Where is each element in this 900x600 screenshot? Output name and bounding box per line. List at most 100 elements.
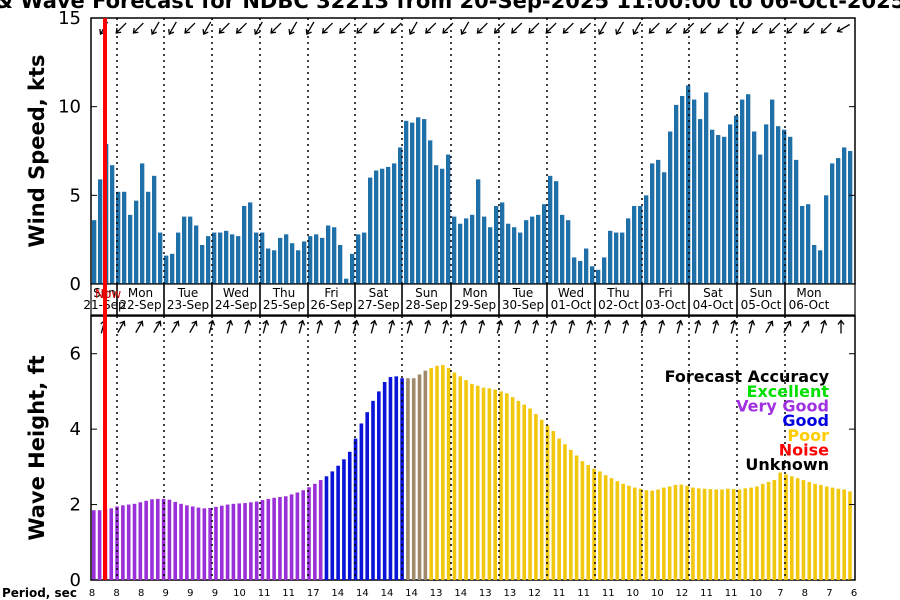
wind-bar — [374, 170, 379, 284]
wind-bar — [110, 165, 115, 284]
wind-bar — [488, 227, 493, 284]
period-value: 17 — [307, 588, 320, 599]
wave-bar — [342, 459, 346, 580]
wave-bar — [673, 484, 678, 580]
period-value: 14 — [454, 588, 467, 599]
day-name-label: Mon — [128, 286, 153, 300]
day-name-label: Fri — [658, 286, 672, 300]
wave-direction-arrow — [712, 319, 720, 334]
wind-bar — [536, 214, 541, 284]
wave-bar — [708, 489, 713, 580]
legend-item-poor: Poor — [787, 426, 829, 445]
wind-bar — [230, 234, 235, 284]
wave-bar — [283, 496, 288, 580]
wind-bar — [308, 236, 313, 284]
wind-direction-arrow — [202, 21, 212, 36]
period-value: 11 — [282, 588, 295, 599]
wave-direction-arrow — [226, 319, 234, 334]
wind-bar — [350, 253, 355, 284]
wind-bar — [476, 179, 481, 284]
day-band-frame — [90, 283, 856, 316]
wind-direction-arrow — [408, 21, 418, 36]
wave-bar — [109, 508, 114, 580]
wind-bar — [326, 225, 331, 284]
wind-bar — [530, 216, 535, 284]
wave-bar — [568, 449, 573, 580]
wave-direction-arrow — [514, 319, 522, 334]
wind-bar — [674, 104, 679, 284]
wind-ytick-label: 10 — [58, 97, 81, 118]
wind-bar — [704, 92, 709, 284]
wave-bar — [842, 489, 846, 580]
wave-bar — [487, 388, 492, 580]
wind-direction-arrow — [632, 21, 642, 36]
period-value: 14 — [356, 588, 369, 599]
wave-bar — [278, 497, 282, 580]
wave-bar — [336, 465, 340, 580]
wave-bar — [574, 455, 579, 580]
wave-bar — [644, 490, 649, 580]
wave-bar — [394, 376, 399, 580]
wave-bar — [208, 507, 212, 580]
wave-bar — [504, 393, 509, 580]
day-date-label: 06-Oct — [789, 298, 830, 312]
wave-direction-arrow — [640, 319, 648, 334]
wind-bar — [680, 96, 685, 284]
wave-bar — [185, 505, 189, 580]
wave-bar — [301, 490, 306, 580]
day-name-label: Wed — [223, 286, 249, 300]
wave-bar — [790, 476, 794, 580]
wave-bar — [464, 380, 468, 580]
wind-bar — [734, 115, 739, 284]
wave-bar — [638, 488, 643, 580]
wind-bar — [344, 278, 349, 284]
wind-bar — [824, 195, 829, 284]
period-value: 13 — [430, 588, 443, 599]
day-name-label: Wed — [558, 286, 584, 300]
wave-bar — [458, 376, 463, 580]
wind-bar — [830, 163, 835, 284]
wind-ytick-label: 15 — [58, 8, 81, 29]
period-value: 12 — [528, 588, 541, 599]
wave-bar — [632, 487, 637, 580]
wave-bar — [190, 506, 195, 580]
wind-bar — [578, 260, 583, 284]
wave-direction-arrow — [208, 319, 216, 334]
wind-bar — [782, 129, 787, 284]
wind-bar — [770, 99, 775, 284]
wave-bar — [615, 481, 620, 580]
wind-bar — [542, 204, 547, 284]
day-date-label: 25-Sep — [263, 298, 305, 312]
wave-bar — [138, 502, 143, 580]
wave-bar — [650, 490, 655, 580]
wind-bar — [620, 232, 625, 284]
wave-bar — [493, 389, 497, 580]
wave-direction-arrow — [388, 319, 396, 334]
wind-bar — [434, 165, 439, 284]
wave-bar — [580, 461, 585, 580]
wind-bar — [278, 237, 283, 284]
wind-bar — [638, 205, 643, 284]
wind-direction-arrow — [425, 22, 437, 34]
wind-direction-arrow — [545, 22, 557, 34]
day-date-label: 03-Oct — [645, 298, 686, 312]
wave-bar — [417, 374, 422, 580]
wave-direction-arrow — [262, 319, 270, 334]
legend-item-noise: Noise — [779, 440, 829, 459]
wave-direction-arrow — [171, 320, 180, 333]
wave-bar — [307, 487, 311, 580]
wind-direction-arrow — [786, 22, 798, 34]
wave-bar — [603, 475, 608, 580]
wave-bar — [539, 419, 544, 580]
day-date-label: 29-Sep — [454, 298, 496, 312]
wind-direction-arrow — [476, 22, 488, 34]
wave-direction-arrow — [460, 319, 468, 334]
wind-bar — [446, 154, 451, 284]
wind-direction-arrow — [769, 22, 781, 34]
wave-bar — [214, 506, 218, 580]
wave-bar — [115, 506, 119, 580]
wave-bar — [772, 480, 777, 580]
period-value: 10 — [651, 588, 664, 599]
day-name-label: Mon — [796, 286, 821, 300]
